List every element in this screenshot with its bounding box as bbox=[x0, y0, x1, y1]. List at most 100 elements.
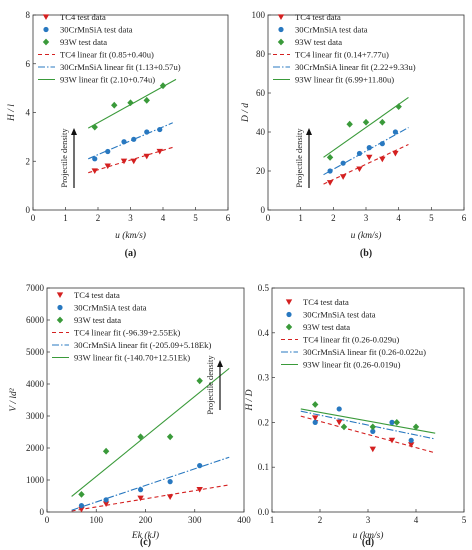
data-point bbox=[312, 401, 319, 408]
legend-entry: 93W linear fit (2.10+0.74u) bbox=[60, 75, 155, 85]
legend-marker bbox=[285, 299, 293, 305]
data-point bbox=[392, 129, 398, 135]
x-tick-label: 5 bbox=[429, 213, 434, 223]
y-tick-label: 2 bbox=[26, 156, 31, 166]
legend-entry: 93W test data bbox=[303, 322, 350, 332]
data-point bbox=[379, 118, 386, 126]
legend-entry: TC4 test data bbox=[74, 290, 120, 300]
legend-entry: 30CrMnSiA linear fit (1.13+0.57u) bbox=[60, 62, 181, 72]
data-point bbox=[326, 153, 334, 161]
y-axis-label: V / ld² bbox=[9, 388, 19, 411]
data-point bbox=[395, 103, 402, 111]
data-point bbox=[336, 406, 342, 412]
data-point bbox=[121, 139, 127, 145]
y-tick-label: 2000 bbox=[26, 443, 45, 453]
data-point bbox=[196, 377, 203, 385]
legend-marker bbox=[285, 323, 293, 331]
x-tick-label: 1 bbox=[270, 515, 275, 525]
data-point bbox=[143, 153, 150, 160]
x-tick-label: 0 bbox=[45, 515, 50, 525]
data-point bbox=[111, 101, 118, 109]
y-tick-label: 7000 bbox=[26, 283, 45, 293]
data-point bbox=[366, 145, 372, 151]
data-point bbox=[166, 494, 174, 500]
data-point bbox=[388, 437, 396, 444]
data-point bbox=[346, 120, 353, 128]
x-tick-label: 3 bbox=[366, 515, 371, 525]
data-point bbox=[408, 442, 415, 448]
x-tick-label: 400 bbox=[237, 515, 251, 525]
x-tick-label: 0 bbox=[31, 213, 36, 223]
x-tick-label: 4 bbox=[414, 515, 419, 525]
x-tick-label: 300 bbox=[188, 515, 202, 525]
legend-entry: 93W test data bbox=[74, 315, 121, 325]
legend-entry: 93W linear fit (0.26-0.019u) bbox=[303, 360, 401, 370]
y-tick-label: 40 bbox=[256, 127, 266, 137]
y-tick-label: 80 bbox=[256, 49, 266, 59]
data-point bbox=[78, 503, 85, 509]
chart-panel-1: 0 1 2 3 4 5 6 0 2 4 6 8 H / l u (km/s) (a) TC4 test dat… bbox=[7, 10, 231, 259]
fit-line bbox=[71, 484, 230, 512]
data-point bbox=[379, 141, 385, 147]
legend-entry: TC4 test data bbox=[303, 297, 349, 307]
plot-frame bbox=[271, 287, 465, 513]
x-axis-label: u (km/s) bbox=[351, 230, 382, 241]
density-annotation: Projectile density bbox=[205, 355, 215, 415]
fit-line bbox=[300, 415, 436, 454]
data-point bbox=[92, 156, 98, 162]
data-point bbox=[327, 168, 333, 174]
legend-marker bbox=[43, 26, 49, 33]
y-tick-label: 20 bbox=[256, 166, 266, 176]
data-point bbox=[144, 129, 150, 135]
x-tick-label: 2 bbox=[318, 515, 323, 525]
y-tick-label: 0.4 bbox=[258, 328, 270, 338]
data-point bbox=[366, 154, 373, 161]
data-point bbox=[412, 423, 420, 431]
legend-entry: 30CrMnSiA test data bbox=[74, 303, 147, 313]
y-tick-label: 6000 bbox=[26, 315, 45, 325]
data-point bbox=[104, 163, 111, 170]
data-point bbox=[362, 118, 370, 126]
y-axis-label: H / D bbox=[245, 389, 255, 411]
data-point bbox=[91, 123, 98, 131]
density-arrowhead bbox=[217, 360, 223, 367]
data-point bbox=[127, 99, 134, 107]
x-tick-label: 3 bbox=[128, 213, 133, 223]
data-point bbox=[312, 419, 318, 425]
data-point bbox=[312, 415, 319, 421]
legend-entry: 30CrMnSiA linear fit (2.22+9.33u) bbox=[295, 62, 416, 72]
data-point bbox=[120, 158, 128, 165]
data-point bbox=[91, 168, 98, 174]
x-tick-label: 2 bbox=[96, 213, 101, 223]
data-point bbox=[137, 487, 144, 493]
fit-line bbox=[323, 143, 409, 185]
legend-entry: 93W test data bbox=[60, 37, 107, 47]
data-point bbox=[336, 419, 343, 426]
data-point bbox=[392, 150, 399, 157]
data-point bbox=[339, 174, 347, 180]
data-point bbox=[369, 423, 376, 431]
data-point bbox=[103, 497, 109, 503]
y-tick-label: 0 bbox=[40, 507, 45, 517]
fit-line bbox=[323, 97, 409, 158]
y-tick-label: 60 bbox=[256, 88, 266, 98]
legend-marker bbox=[286, 311, 292, 318]
data-point bbox=[393, 419, 400, 426]
panel-caption: (b) bbox=[360, 248, 372, 259]
data-point bbox=[157, 126, 163, 133]
chart-panel-4: 1 2 3 4 5 0.0 0.1 0.2 0.3 0.4 0.5 H / D u (km/s)(d) T… bbox=[245, 283, 467, 548]
data-point bbox=[196, 487, 203, 493]
data-point bbox=[156, 148, 163, 155]
legend-entry: 93W linear fit (6.99+11.80u) bbox=[295, 75, 394, 85]
data-point bbox=[131, 136, 137, 142]
x-tick-label: 6 bbox=[462, 213, 467, 223]
y-tick-label: 6 bbox=[26, 59, 31, 69]
x-tick-label: 4 bbox=[161, 213, 166, 223]
data-point bbox=[78, 491, 85, 498]
panel-caption: (c) bbox=[140, 537, 151, 548]
data-point bbox=[78, 506, 85, 513]
legend-marker bbox=[278, 26, 284, 33]
fit-line bbox=[323, 127, 409, 176]
x-tick-label: 6 bbox=[226, 213, 231, 223]
